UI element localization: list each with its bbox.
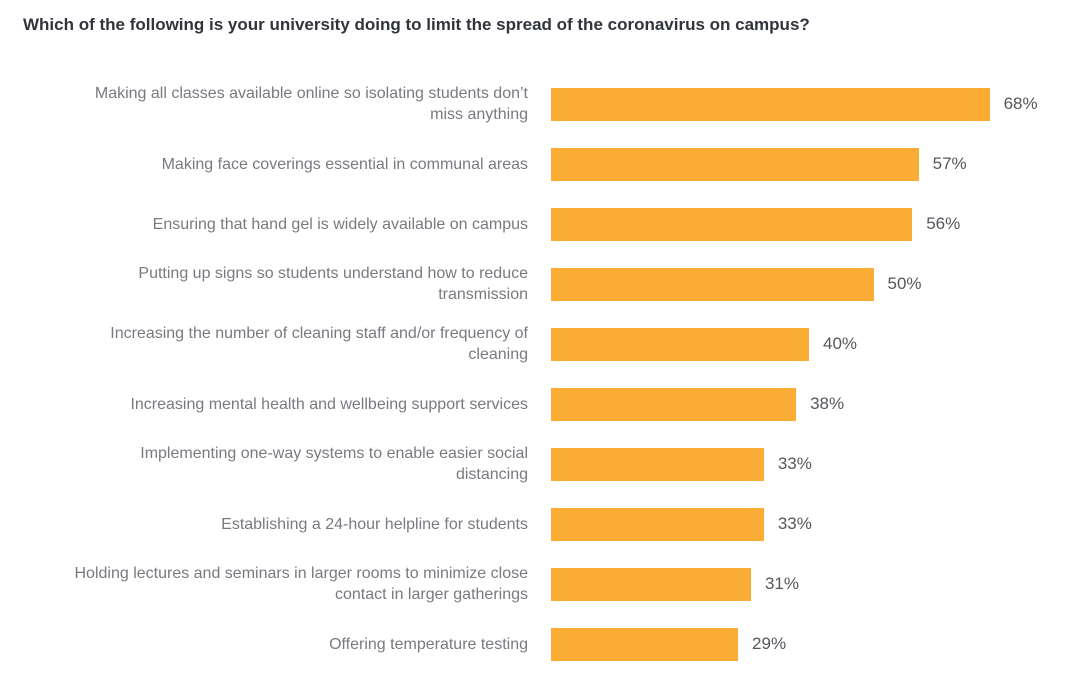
bar xyxy=(551,387,797,421)
bar xyxy=(551,327,809,361)
category-label: Increasing the number of cleaning staff … xyxy=(110,325,528,363)
bar-area: 33% xyxy=(551,447,1080,481)
chart-rows: Making all classes available online so i… xyxy=(0,74,1080,674)
chart-row: Increasing mental health and wellbeing s… xyxy=(73,374,1080,434)
category-label: Increasing mental health and wellbeing s… xyxy=(130,395,528,413)
value-label: 56% xyxy=(926,214,961,233)
bar-area: 57% xyxy=(551,147,1080,181)
bar xyxy=(551,147,919,181)
bar xyxy=(551,447,764,481)
bar xyxy=(551,507,764,541)
category-label: Ensuring that hand gel is widely availab… xyxy=(152,215,528,233)
chart-row: Increasing the number of cleaning staff … xyxy=(73,314,1080,374)
chart-row: Making face coverings essential in commu… xyxy=(73,134,1080,194)
bar xyxy=(551,627,739,661)
chart-row: Putting up signs so students understand … xyxy=(73,254,1080,314)
category-label: Establishing a 24-hour helpline for stud… xyxy=(221,515,528,533)
value-label: 38% xyxy=(810,394,845,413)
bar xyxy=(551,267,874,301)
bar-area: 31% xyxy=(551,567,1080,601)
value-label: 33% xyxy=(777,514,812,533)
value-label: 50% xyxy=(887,274,922,293)
chart-row: Holding lectures and seminars in larger … xyxy=(73,554,1080,614)
category-label: Offering temperature testing xyxy=(329,635,528,653)
value-label: 31% xyxy=(764,574,799,593)
category-label: Putting up signs so students understand … xyxy=(138,265,528,303)
bar-area: 38% xyxy=(551,387,1080,421)
value-label: 68% xyxy=(1003,94,1038,113)
category-label: Making all classes available online so i… xyxy=(94,85,528,123)
bar-area: 50% xyxy=(551,267,1080,301)
bar xyxy=(551,207,913,241)
bar-area: 56% xyxy=(551,207,1080,241)
bar-area: 29% xyxy=(551,627,1080,661)
value-label: 40% xyxy=(823,334,858,353)
bar-area: 68% xyxy=(551,87,1080,121)
bar xyxy=(551,87,990,121)
value-label: 57% xyxy=(932,154,967,173)
chart-row: Offering temperature testing 29% xyxy=(73,614,1080,674)
chart-row: Ensuring that hand gel is widely availab… xyxy=(73,194,1080,254)
category-label: Holding lectures and seminars in larger … xyxy=(74,565,528,603)
value-label: 33% xyxy=(777,454,812,473)
value-label: 29% xyxy=(752,634,787,653)
bar xyxy=(551,567,751,601)
chart-row: Making all classes available online so i… xyxy=(73,74,1080,134)
category-label: Making face coverings essential in commu… xyxy=(161,155,528,173)
bar-area: 40% xyxy=(551,327,1080,361)
category-label: Implementing one-way systems to enable e… xyxy=(140,445,528,483)
chart-row: Establishing a 24-hour helpline for stud… xyxy=(73,494,1080,554)
chart-row: Implementing one-way systems to enable e… xyxy=(73,434,1080,494)
chart-title: Which of the following is your universit… xyxy=(23,15,810,34)
bar-area: 33% xyxy=(551,507,1080,541)
